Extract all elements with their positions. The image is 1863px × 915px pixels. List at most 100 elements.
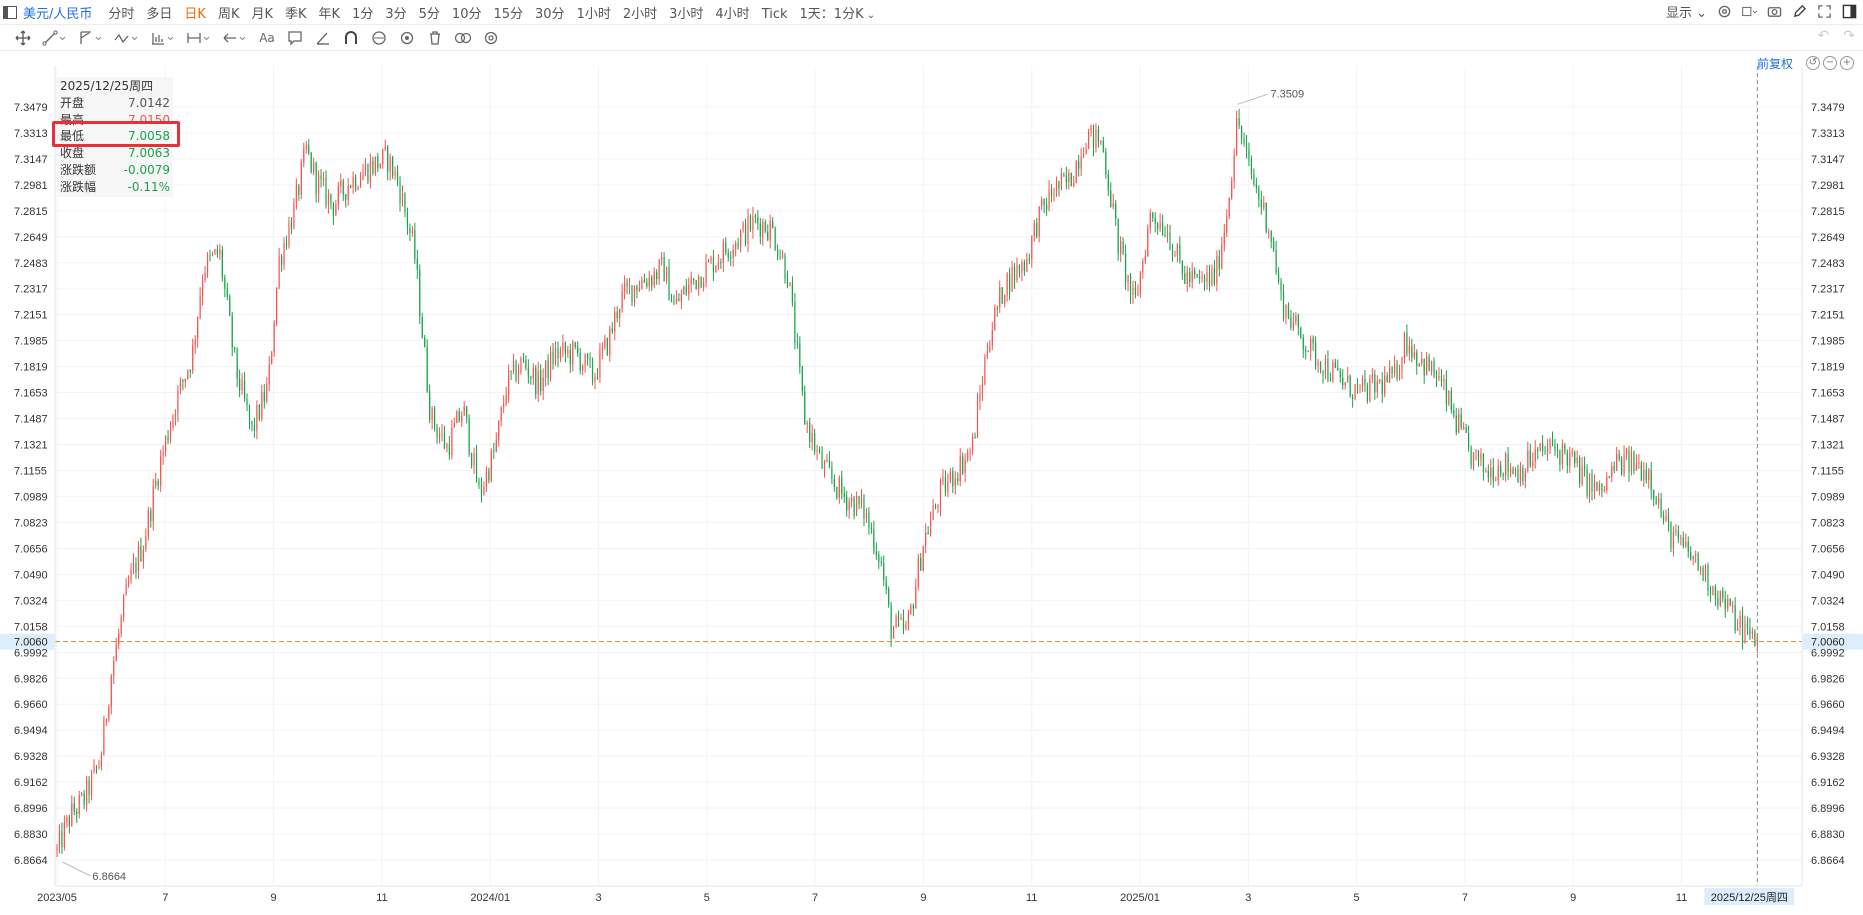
period-tab[interactable]: 分时: [108, 6, 135, 22]
candle-body: [61, 830, 63, 848]
camera-icon[interactable]: [1767, 4, 1782, 19]
period-tab[interactable]: 周K: [217, 6, 240, 22]
period-tab[interactable]: 多日: [146, 6, 173, 22]
candle: [1164, 226, 1166, 238]
period-tab[interactable]: 15分: [493, 6, 524, 22]
angle-tool-icon[interactable]: [314, 29, 332, 47]
period-tab[interactable]: 30分: [535, 6, 565, 22]
period-tab[interactable]: 1小时: [576, 6, 611, 22]
redo-icon[interactable]: ↷: [1843, 28, 1855, 44]
candle-body: [1611, 466, 1613, 478]
candle-body: [737, 243, 739, 247]
period-tab[interactable]: 年K: [318, 6, 341, 22]
layout-icon[interactable]: [1742, 4, 1757, 19]
magnet-icon[interactable]: [342, 29, 360, 47]
candle-body: [100, 755, 103, 767]
candle: [1322, 369, 1324, 384]
candle-body: [517, 372, 520, 381]
period-tab[interactable]: 月K: [251, 6, 274, 22]
price-adjust-button[interactable]: 前复权: [1757, 57, 1794, 71]
candle-body: [1702, 567, 1704, 581]
period-tab[interactable]: 5分: [418, 6, 440, 22]
candle: [239, 369, 241, 398]
segment-tool-icon[interactable]: [42, 29, 68, 47]
candle: [712, 249, 715, 282]
candle: [1245, 134, 1248, 159]
candle-body: [1426, 357, 1428, 376]
ring-icon[interactable]: [398, 29, 416, 47]
candle-body: [1364, 379, 1366, 386]
period-tab[interactable]: Tick: [761, 6, 788, 22]
candle-body: [1112, 202, 1114, 208]
candle: [1191, 262, 1193, 289]
period-tab[interactable]: 1分: [352, 6, 374, 22]
period-tab[interactable]: 4小时: [715, 6, 750, 22]
candle: [187, 369, 189, 380]
zoom-out-icon[interactable]: −: [1823, 56, 1837, 70]
candle: [441, 424, 443, 442]
trash-icon[interactable]: [426, 29, 444, 47]
period-tab[interactable]: 季K: [285, 6, 307, 22]
candle: [1732, 600, 1734, 614]
candle-body: [1273, 241, 1275, 250]
candle: [994, 304, 996, 331]
y-tick-label-left: 7.1155: [14, 465, 47, 477]
candle: [540, 364, 542, 396]
candle: [1369, 374, 1371, 403]
zoom-in-icon[interactable]: +: [1840, 56, 1854, 70]
candle-body: [717, 262, 719, 266]
period-tab[interactable]: 2小时: [622, 6, 658, 22]
candle: [944, 470, 947, 497]
period-tab[interactable]: 日K: [184, 6, 206, 22]
candle: [786, 270, 789, 289]
candle-body: [475, 453, 478, 482]
side-panel-icon[interactable]: [1842, 4, 1857, 19]
comment-icon[interactable]: [286, 29, 304, 47]
candle-body: [152, 486, 154, 522]
panel-toggle-icon[interactable]: [3, 5, 17, 19]
pattern-tool-icon[interactable]: [150, 29, 176, 47]
period-tab[interactable]: 3小时: [669, 6, 704, 22]
candle-body: [1480, 453, 1482, 461]
reset-icon[interactable]: ↺: [1806, 56, 1820, 70]
y-tick-label-left: 6.8996: [14, 803, 48, 815]
pencil-icon[interactable]: [1792, 4, 1807, 19]
period-tab[interactable]: 10分: [451, 6, 482, 22]
candle: [614, 306, 616, 341]
candle: [1734, 597, 1736, 634]
fullscreen-icon[interactable]: [1817, 4, 1832, 19]
candle-body: [1379, 379, 1381, 382]
fibonacci-tool-icon[interactable]: [78, 29, 104, 47]
candle: [1551, 431, 1554, 447]
candle-body: [932, 505, 934, 520]
text-tool-icon[interactable]: Aa: [259, 30, 275, 45]
display-menu[interactable]: 显示 ⌄: [1665, 6, 1707, 21]
candle-body: [831, 467, 833, 479]
candle: [1263, 195, 1265, 211]
range-tool-icon[interactable]: [186, 29, 212, 47]
candle: [1554, 438, 1556, 456]
move-icon[interactable]: [14, 29, 32, 47]
symbol-name[interactable]: 美元/人民币: [23, 6, 93, 22]
tool-settings-icon[interactable]: [482, 29, 500, 47]
undo-icon[interactable]: ↶: [1817, 28, 1830, 44]
candle-body: [1021, 262, 1023, 273]
arrow-tool-icon[interactable]: [222, 29, 248, 47]
candle: [846, 490, 848, 517]
candle-body: [1171, 249, 1174, 256]
candle: [1460, 407, 1462, 431]
candle: [641, 276, 643, 290]
settings-icon[interactable]: [1717, 4, 1732, 19]
compare-icon[interactable]: [454, 29, 472, 47]
period-tab[interactable]: 3分: [385, 6, 407, 22]
candle: [468, 414, 470, 457]
candle: [1445, 370, 1447, 412]
candle: [488, 467, 490, 484]
wave-tool-icon[interactable]: [114, 29, 140, 47]
candle-body: [76, 811, 78, 815]
candle: [989, 340, 991, 353]
eye-icon[interactable]: [370, 29, 388, 47]
candle-body: [123, 595, 125, 617]
period-tab[interactable]: 1天：1分K: [800, 7, 876, 22]
